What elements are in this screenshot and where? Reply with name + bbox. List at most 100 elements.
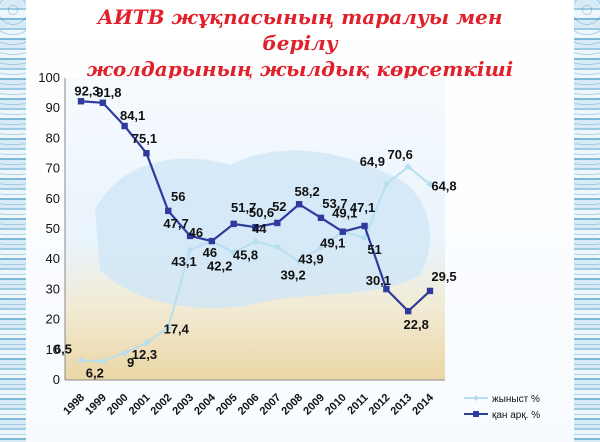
x-tick-label: 2006 <box>236 392 262 418</box>
point-blood <box>426 287 434 295</box>
series-points <box>77 98 434 365</box>
point-blood <box>383 285 390 293</box>
legend-marker-blood <box>473 411 479 417</box>
point-blood <box>208 237 216 245</box>
point-sexual <box>121 349 129 357</box>
data-label-sexual: 64,8 <box>431 178 456 193</box>
point-sexual <box>426 180 434 188</box>
data-label-sexual: 49,1 <box>320 236 345 251</box>
point-sexual <box>77 356 85 364</box>
y-tick-label: 60 <box>46 191 60 206</box>
data-label-blood: 51 <box>367 242 381 257</box>
x-tick-label: 2007 <box>258 392 284 418</box>
x-tick-label: 2008 <box>279 392 305 418</box>
x-tick-label: 2011 <box>345 392 370 417</box>
point-sexual <box>99 357 107 365</box>
y-tick-label: 80 <box>46 130 60 145</box>
point-blood <box>404 307 412 315</box>
point-blood <box>317 214 325 222</box>
x-tick-label: 2005 <box>214 392 240 418</box>
data-label-blood: 50,6 <box>249 205 274 220</box>
chart-title: АИТВ жұқпасының таралуы мен берілу жолда… <box>60 4 540 82</box>
data-label-blood: 58,2 <box>294 184 319 199</box>
y-tick-label: 40 <box>46 251 60 266</box>
background-map-shape <box>95 150 430 309</box>
point-sexual <box>382 180 390 188</box>
data-label-sexual: 12,3 <box>132 347 157 362</box>
data-label-blood: 46 <box>189 225 203 240</box>
x-tick-label: 2013 <box>389 392 415 418</box>
x-tick-label: 2004 <box>192 391 218 417</box>
data-label-sexual: 44 <box>252 221 267 236</box>
data-label-blood: 91,8 <box>96 85 121 100</box>
y-tick-label: 20 <box>46 312 60 327</box>
data-label-blood: 52 <box>272 199 286 214</box>
point-sexual <box>317 243 325 251</box>
x-tick-label: 1999 <box>83 392 109 418</box>
x-tick-label: 2012 <box>367 392 393 418</box>
data-label-blood: 53,7 <box>322 196 347 211</box>
data-label-sexual: 39,2 <box>280 268 305 283</box>
data-label-blood: 92,3 <box>74 83 99 98</box>
point-blood <box>252 223 259 231</box>
point-sexual <box>252 238 259 246</box>
chart-title-line-2: жолдарының жылдық көрсеткіші <box>86 57 514 81</box>
data-label-sexual: 42,2 <box>207 259 232 274</box>
data-label-blood: 56 <box>171 189 185 204</box>
data-label-sexual: 6,2 <box>86 365 104 380</box>
point-blood <box>77 98 85 105</box>
point-sexual <box>404 163 412 171</box>
y-tick-label: 30 <box>46 281 60 296</box>
ornament-border-right <box>574 0 600 442</box>
y-tick-label: 50 <box>46 221 60 236</box>
point-blood <box>143 149 150 157</box>
point-blood <box>361 222 368 230</box>
point-blood <box>230 220 237 228</box>
data-label-sexual: 46 <box>203 245 217 260</box>
point-blood <box>99 99 107 106</box>
chart-title-line-1: АИТВ жұқпасының таралуы мен берілу <box>97 5 503 55</box>
legend-marker-sexual <box>473 395 479 401</box>
data-label-sexual: 45,8 <box>233 248 258 263</box>
data-label-sexual: 9 <box>127 355 134 370</box>
data-label-blood: 84,1 <box>120 108 145 123</box>
y-tick-label: 70 <box>46 161 60 176</box>
point-blood <box>295 201 303 208</box>
point-blood <box>121 122 128 130</box>
point-blood <box>165 207 172 215</box>
point-sexual <box>230 249 238 257</box>
x-tick-label: 2003 <box>170 392 196 418</box>
x-tick-label: 2009 <box>301 392 327 418</box>
y-tick-label: 90 <box>46 100 60 115</box>
data-label-blood: 51,7 <box>231 200 256 215</box>
x-tick-label: 2000 <box>105 392 131 418</box>
data-label-blood: 47,7 <box>163 216 188 231</box>
x-tick-label: 2002 <box>149 392 175 418</box>
data-label-sexual: 6,5 <box>54 341 72 356</box>
x-tick-label: 1998 <box>61 392 87 418</box>
point-sexual <box>273 243 281 251</box>
data-label-blood: 75,1 <box>132 131 157 146</box>
data-label-sexual: 43,9 <box>298 251 323 266</box>
y-tick-label: 0 <box>53 372 60 387</box>
data-label-sexual: 17,4 <box>164 321 190 336</box>
y-tick-labels: 0 10 20 30 40 50 60 70 80 90 100 <box>38 70 60 387</box>
point-blood <box>274 219 281 227</box>
data-label-sexual: 43,1 <box>171 254 196 269</box>
x-tick-label: 2010 <box>323 392 349 418</box>
data-label-blood: 29,5 <box>431 269 456 284</box>
point-blood <box>339 228 346 235</box>
point-sexual <box>164 323 172 331</box>
y-tick-label: 10 <box>46 342 60 357</box>
x-tick-label: 2014 <box>410 391 436 417</box>
x-tick-label: 2001 <box>127 392 153 418</box>
ornament-border-left <box>0 0 26 442</box>
data-label-sexual: 64,9 <box>360 154 385 169</box>
x-tick-labels: 1998199920002001200220032004200520062007… <box>61 391 436 417</box>
legend-label-blood: қан арқ. % <box>492 410 540 421</box>
data-label-blood: 30,1 <box>366 273 391 288</box>
point-sexual <box>186 246 194 254</box>
point-sexual <box>142 339 150 347</box>
